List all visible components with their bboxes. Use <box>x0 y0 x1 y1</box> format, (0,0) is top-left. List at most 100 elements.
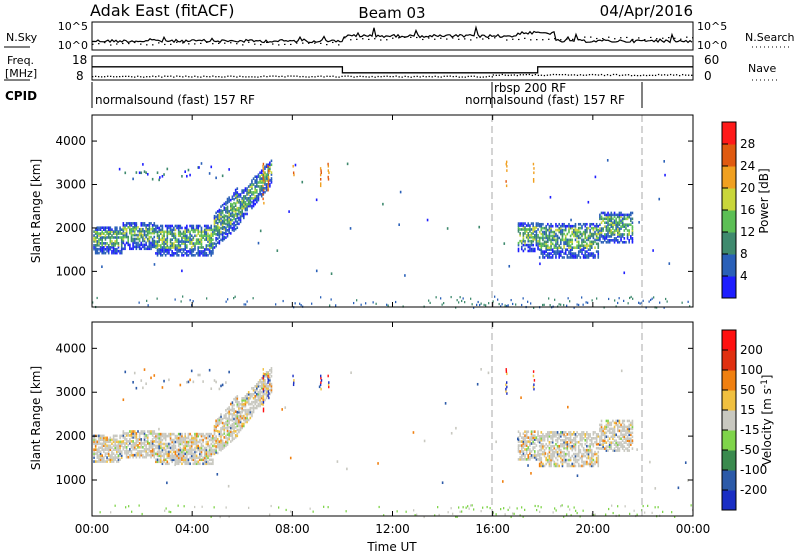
freq-strip: Freq. [MHz] 18 8 60 0 Nave <box>4 53 780 83</box>
nsearch-point <box>506 39 508 41</box>
echo-cell <box>607 423 609 427</box>
echo-cell <box>623 429 626 433</box>
echo-cell <box>625 223 627 226</box>
echo-cell <box>238 206 240 210</box>
echo-cell <box>170 510 172 514</box>
echo-cell <box>129 434 131 437</box>
echo-cell <box>111 438 113 442</box>
echo-cell <box>659 301 661 304</box>
echo-cell <box>125 224 128 227</box>
echo-cell <box>112 244 115 247</box>
echo-cell <box>550 431 552 434</box>
echo-cell <box>537 228 539 231</box>
echo-cell <box>586 242 588 246</box>
echo-cell <box>260 187 263 190</box>
echo-cell <box>551 444 554 448</box>
echo-cell <box>607 421 609 425</box>
echo-cell <box>563 442 565 446</box>
echo-cell <box>607 213 609 217</box>
echo-cell <box>194 436 196 440</box>
cpid-strip: CPID normalsound (fast) 157 RF rbsp 200 … <box>5 81 643 108</box>
echo-cell <box>233 437 235 441</box>
echo-cell <box>137 237 139 241</box>
echo-cell <box>132 225 134 229</box>
echo-cell <box>256 383 258 386</box>
nsearch-point <box>560 39 562 41</box>
echo-cell <box>129 245 131 249</box>
echo-cell <box>293 379 295 382</box>
echo-cell <box>555 232 557 236</box>
nave-point <box>101 76 103 78</box>
echo-cell <box>184 248 187 251</box>
echo-cell <box>309 507 311 510</box>
echo-cell <box>630 235 632 238</box>
echo-cell <box>613 219 616 223</box>
echo-cell <box>548 226 551 230</box>
echo-cell <box>199 446 201 450</box>
echo-cell <box>132 245 134 249</box>
echo-cell <box>244 416 247 420</box>
echo-cell <box>150 430 152 433</box>
echo-cell <box>137 229 139 233</box>
y-tick-label: 2000 <box>55 221 86 235</box>
echo-cell <box>548 230 551 234</box>
echo-cell <box>542 450 544 454</box>
echo-cell <box>494 295 496 298</box>
echo-cell <box>456 299 458 302</box>
echo-cell <box>233 213 235 217</box>
echo-cell <box>174 244 177 247</box>
echo-cell <box>103 245 105 249</box>
echo-cell <box>249 408 252 412</box>
echo-cell <box>556 446 559 450</box>
echo-cell <box>264 386 266 390</box>
echo-cell <box>556 462 559 466</box>
echo-cell <box>96 228 99 231</box>
echo-cell <box>189 299 191 302</box>
echo-cell <box>143 438 146 441</box>
echo-cell <box>504 513 506 516</box>
echo-cell <box>93 247 95 251</box>
echo-cell <box>556 238 559 242</box>
echo-cell <box>184 240 187 243</box>
echo-cell <box>256 175 258 178</box>
echo-cell <box>153 432 156 435</box>
echo-cell <box>166 234 169 238</box>
echo-cell <box>117 444 120 448</box>
echo-cell <box>543 226 546 230</box>
echo-cell <box>537 458 539 461</box>
echo-cell <box>576 474 579 478</box>
echo-cell <box>168 224 170 228</box>
echo-cell <box>564 458 567 462</box>
echo-cell <box>205 232 208 236</box>
echo-cell <box>244 400 247 404</box>
echo-cell <box>158 460 160 464</box>
echo-cell <box>189 238 191 241</box>
echo-cell <box>179 432 182 436</box>
echo-cell <box>563 240 565 244</box>
echo-cell <box>109 247 112 251</box>
echo-cell <box>186 230 188 234</box>
echo-cell <box>236 214 239 218</box>
echo-cell <box>174 248 177 251</box>
echo-cell <box>543 452 546 456</box>
echo-cell <box>174 458 177 462</box>
nsearch-point <box>464 38 466 40</box>
echo-cell <box>93 230 95 233</box>
echo-cell <box>517 241 520 245</box>
echo-cell <box>194 454 196 458</box>
echo-cell <box>168 252 170 255</box>
echo-cell <box>602 443 604 446</box>
echo-cell <box>189 378 191 382</box>
echo-cell <box>153 430 156 433</box>
echo-cell <box>132 233 134 237</box>
echo-cell <box>248 506 250 509</box>
echo-cell <box>216 217 219 221</box>
echo-cell <box>602 447 604 450</box>
echo-cell <box>265 396 268 400</box>
echo-cell <box>200 452 203 456</box>
echo-cell <box>616 229 619 232</box>
echo-cell <box>125 438 128 441</box>
echo-cell <box>550 456 552 460</box>
echo-cell <box>161 226 164 230</box>
echo-cell <box>135 225 138 229</box>
